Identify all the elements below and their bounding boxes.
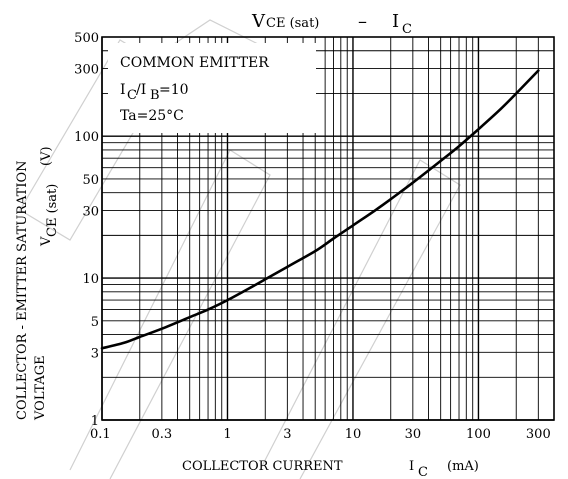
x-tick-label: 300 — [526, 427, 551, 442]
x-tick-label: 10 — [345, 427, 362, 442]
xlabel-var: I — [409, 459, 414, 474]
annotation-box — [108, 43, 316, 133]
y-tick-label: 500 — [74, 31, 99, 46]
y-tick-label: 5 — [91, 315, 99, 330]
y-axis-label: COLLECTOR - EMITTER SATURATION — [15, 160, 30, 420]
y-tick-label: 10 — [82, 272, 99, 287]
title-v: V — [251, 11, 266, 32]
y-tick-label: 300 — [74, 62, 99, 77]
ylabel-unit: (V) — [39, 146, 54, 166]
ylabel-sub: CE (sat) — [45, 184, 60, 237]
title-sub: CE (sat) — [266, 16, 319, 31]
ylabel-var: V — [39, 236, 54, 247]
y-tick-labels: 1 3 5 10 30 50 100 300 500 — [74, 31, 99, 429]
x-tick-labels: 0.1 0.3 1 3 10 30 100 300 — [90, 427, 551, 442]
y-axis-label-line2: V CE (sat) (V) — [39, 146, 60, 247]
title-var: I — [392, 11, 399, 32]
x-tick-label: 30 — [405, 427, 422, 442]
xlabel-sub: C — [418, 465, 428, 479]
y-tick-label: 50 — [82, 173, 99, 188]
y-tick-label: 3 — [91, 346, 99, 361]
y-tick-label: 30 — [82, 204, 99, 219]
annotation-ib-sub: B — [150, 88, 160, 103]
title-dash: – — [358, 11, 367, 32]
x-tick-label: 0.3 — [152, 427, 173, 442]
x-tick-label: 0.1 — [90, 427, 111, 442]
annotation-ratio: =10 — [159, 82, 189, 98]
annotation: COMMON EMITTER I C /I B =10 Ta=25°C — [120, 55, 269, 124]
x-axis-label: COLLECTOR CURRENT I C (mA) — [182, 459, 479, 479]
annotation-ic: I — [120, 82, 126, 98]
y-tick-label: 1 — [91, 414, 99, 429]
ylabel-line3: VOLTAGE — [33, 355, 48, 421]
annotation-line1: COMMON EMITTER — [120, 55, 269, 71]
chart-title: V CE (sat) – I C — [251, 11, 412, 37]
xlabel-unit: (mA) — [447, 459, 479, 474]
xlabel-main: COLLECTOR CURRENT — [182, 459, 343, 474]
series-line-vce-sat — [100, 69, 540, 350]
x-tick-label: 1 — [223, 427, 231, 442]
ylabel-line1: COLLECTOR - EMITTER SATURATION — [15, 160, 30, 420]
y-tick-label: 100 — [74, 130, 99, 145]
annotation-line3: Ta=25°C — [120, 108, 184, 124]
plot-frame — [101, 36, 555, 421]
title-var-sub: C — [402, 22, 412, 37]
annotation-ib: /I — [136, 82, 146, 98]
x-tick-label: 100 — [466, 427, 491, 442]
y-axis-label-line3: VOLTAGE — [33, 355, 48, 421]
x-tick-label: 3 — [283, 427, 291, 442]
annotation-ic-sub: C — [127, 88, 137, 103]
